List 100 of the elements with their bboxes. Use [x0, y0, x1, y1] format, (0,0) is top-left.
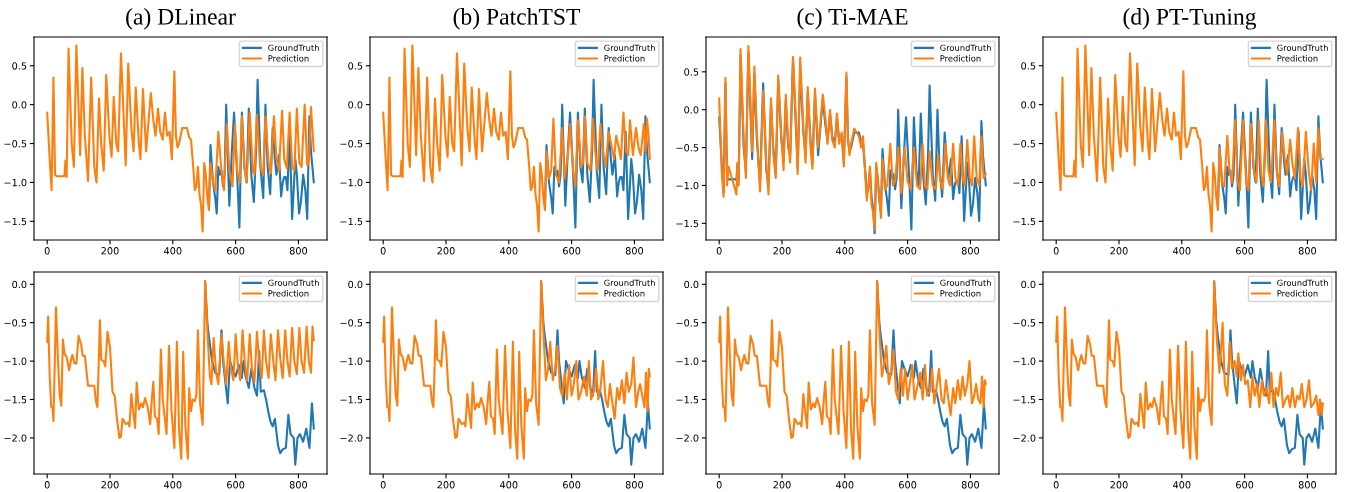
line-series: [207, 78, 315, 229]
x-tick-label: 400: [164, 247, 182, 255]
legend-label: GroundTruth: [604, 279, 655, 286]
y-tick-label: −0.5: [4, 140, 27, 148]
x-tick-label: 400: [836, 247, 854, 255]
x-tick-label: 800: [1298, 481, 1317, 489]
y-tick-label: −0.5: [4, 319, 27, 327]
y-tick-label: −2.0: [1013, 434, 1036, 442]
x-tick-label: 200: [101, 481, 119, 489]
y-tick-label: 0.5: [1021, 62, 1036, 70]
y-tick-label: −0.5: [1013, 319, 1036, 327]
x-tick-label: 0: [380, 481, 386, 489]
x-tick-label: 800: [625, 481, 644, 489]
y-tick-label: 0.5: [684, 68, 699, 76]
x-tick-label: 600: [563, 247, 581, 255]
x-tick-label: 600: [1236, 481, 1254, 489]
y-tick-label: −1.5: [4, 217, 27, 226]
x-tick-label: 600: [899, 481, 917, 489]
x-tick-label: 400: [500, 247, 518, 255]
x-tick-label: 600: [227, 247, 245, 255]
y-tick-label: −2.0: [676, 434, 699, 442]
y-tick-label: 0.0: [348, 280, 363, 289]
x-tick-label: 800: [289, 247, 308, 255]
y-tick-label: −1.5: [1013, 396, 1036, 404]
y-tick-label: 0.0: [1021, 101, 1036, 109]
x-tick-label: 400: [1173, 247, 1191, 255]
x-tick-label: 200: [1110, 247, 1128, 255]
line-series: [1216, 78, 1324, 229]
legend-label: Prediction: [604, 55, 645, 62]
y-tick-label: −1.0: [1013, 178, 1036, 187]
y-tick-label: −1.0: [340, 178, 363, 187]
y-tick-label: −1.5: [340, 396, 363, 404]
x-tick-label: 0: [1053, 481, 1059, 489]
x-tick-label: 200: [101, 247, 119, 255]
x-tick-label: 0: [44, 481, 50, 489]
y-tick-label: −0.5: [340, 140, 363, 148]
y-tick-label: −0.5: [676, 144, 699, 152]
legend-label: Prediction: [268, 290, 309, 297]
y-tick-label: 0.5: [12, 62, 27, 70]
x-tick-label: 200: [773, 481, 791, 489]
y-tick-label: −1.0: [676, 181, 699, 190]
legend-label: GroundTruth: [268, 44, 319, 51]
x-tick-label: 600: [899, 247, 917, 255]
x-tick-label: 400: [836, 481, 854, 489]
legend-label: Prediction: [268, 55, 309, 62]
legend-label: GroundTruth: [1277, 44, 1328, 51]
y-tick-label: −2.0: [340, 434, 363, 442]
x-tick-label: 800: [1298, 247, 1317, 255]
x-tick-label: 200: [773, 247, 791, 255]
y-tick-label: 0.0: [684, 280, 699, 289]
legend-label: GroundTruth: [268, 279, 319, 286]
legend-label: Prediction: [940, 290, 981, 297]
y-tick-label: 0.5: [348, 62, 363, 70]
legend-label: Prediction: [1277, 55, 1318, 62]
x-tick-label: 800: [961, 481, 980, 489]
y-tick-label: −1.0: [4, 357, 27, 365]
legend-label: Prediction: [940, 55, 981, 62]
x-tick-label: 400: [1173, 481, 1191, 489]
y-tick-label: −0.5: [340, 319, 363, 327]
x-tick-label: 200: [437, 481, 455, 489]
x-tick-label: 200: [1110, 481, 1128, 489]
legend-label: GroundTruth: [1277, 279, 1328, 286]
legend-label: Prediction: [1277, 290, 1318, 297]
x-tick-label: 400: [164, 481, 182, 489]
x-tick-label: 800: [625, 247, 644, 255]
x-tick-label: 200: [437, 247, 455, 255]
x-tick-label: 600: [563, 481, 581, 489]
legend-label: Prediction: [604, 290, 645, 297]
x-tick-label: 0: [1053, 247, 1059, 255]
y-tick-label: −1.0: [1013, 357, 1036, 365]
x-tick-label: 0: [716, 247, 722, 255]
y-tick-label: −2.0: [4, 434, 27, 442]
chart-title: (b) PatchTST: [453, 8, 581, 30]
y-tick-label: −1.5: [676, 219, 699, 228]
y-tick-label: 0.0: [348, 101, 363, 109]
y-tick-label: −1.0: [4, 178, 27, 187]
legend-label: GroundTruth: [940, 279, 991, 286]
y-tick-label: −1.5: [340, 217, 363, 226]
y-tick-label: −1.0: [340, 357, 363, 365]
y-tick-label: −1.0: [676, 357, 699, 365]
chart-title: (d) PT-Tuning: [1123, 8, 1257, 30]
y-tick-label: 0.0: [12, 280, 27, 289]
x-tick-label: 0: [716, 481, 722, 489]
y-tick-label: −0.5: [1013, 140, 1036, 148]
x-tick-label: 600: [1236, 247, 1254, 255]
y-tick-label: 0.0: [1021, 280, 1036, 289]
y-tick-label: −1.5: [676, 396, 699, 404]
legend-label: GroundTruth: [604, 44, 655, 51]
x-tick-label: 800: [289, 481, 308, 489]
x-tick-label: 400: [500, 481, 518, 489]
x-tick-label: 600: [227, 481, 245, 489]
chart-title: (a) DLinear: [126, 8, 236, 30]
x-tick-label: 800: [961, 247, 980, 255]
chart-title: (c) Ti-MAE: [797, 8, 908, 30]
y-tick-label: 0.0: [12, 101, 27, 109]
y-tick-label: −1.5: [1013, 217, 1036, 226]
x-tick-label: 0: [44, 247, 50, 255]
x-tick-label: 0: [380, 247, 386, 255]
y-tick-label: 0.0: [684, 106, 699, 114]
y-tick-label: −1.5: [4, 396, 27, 404]
